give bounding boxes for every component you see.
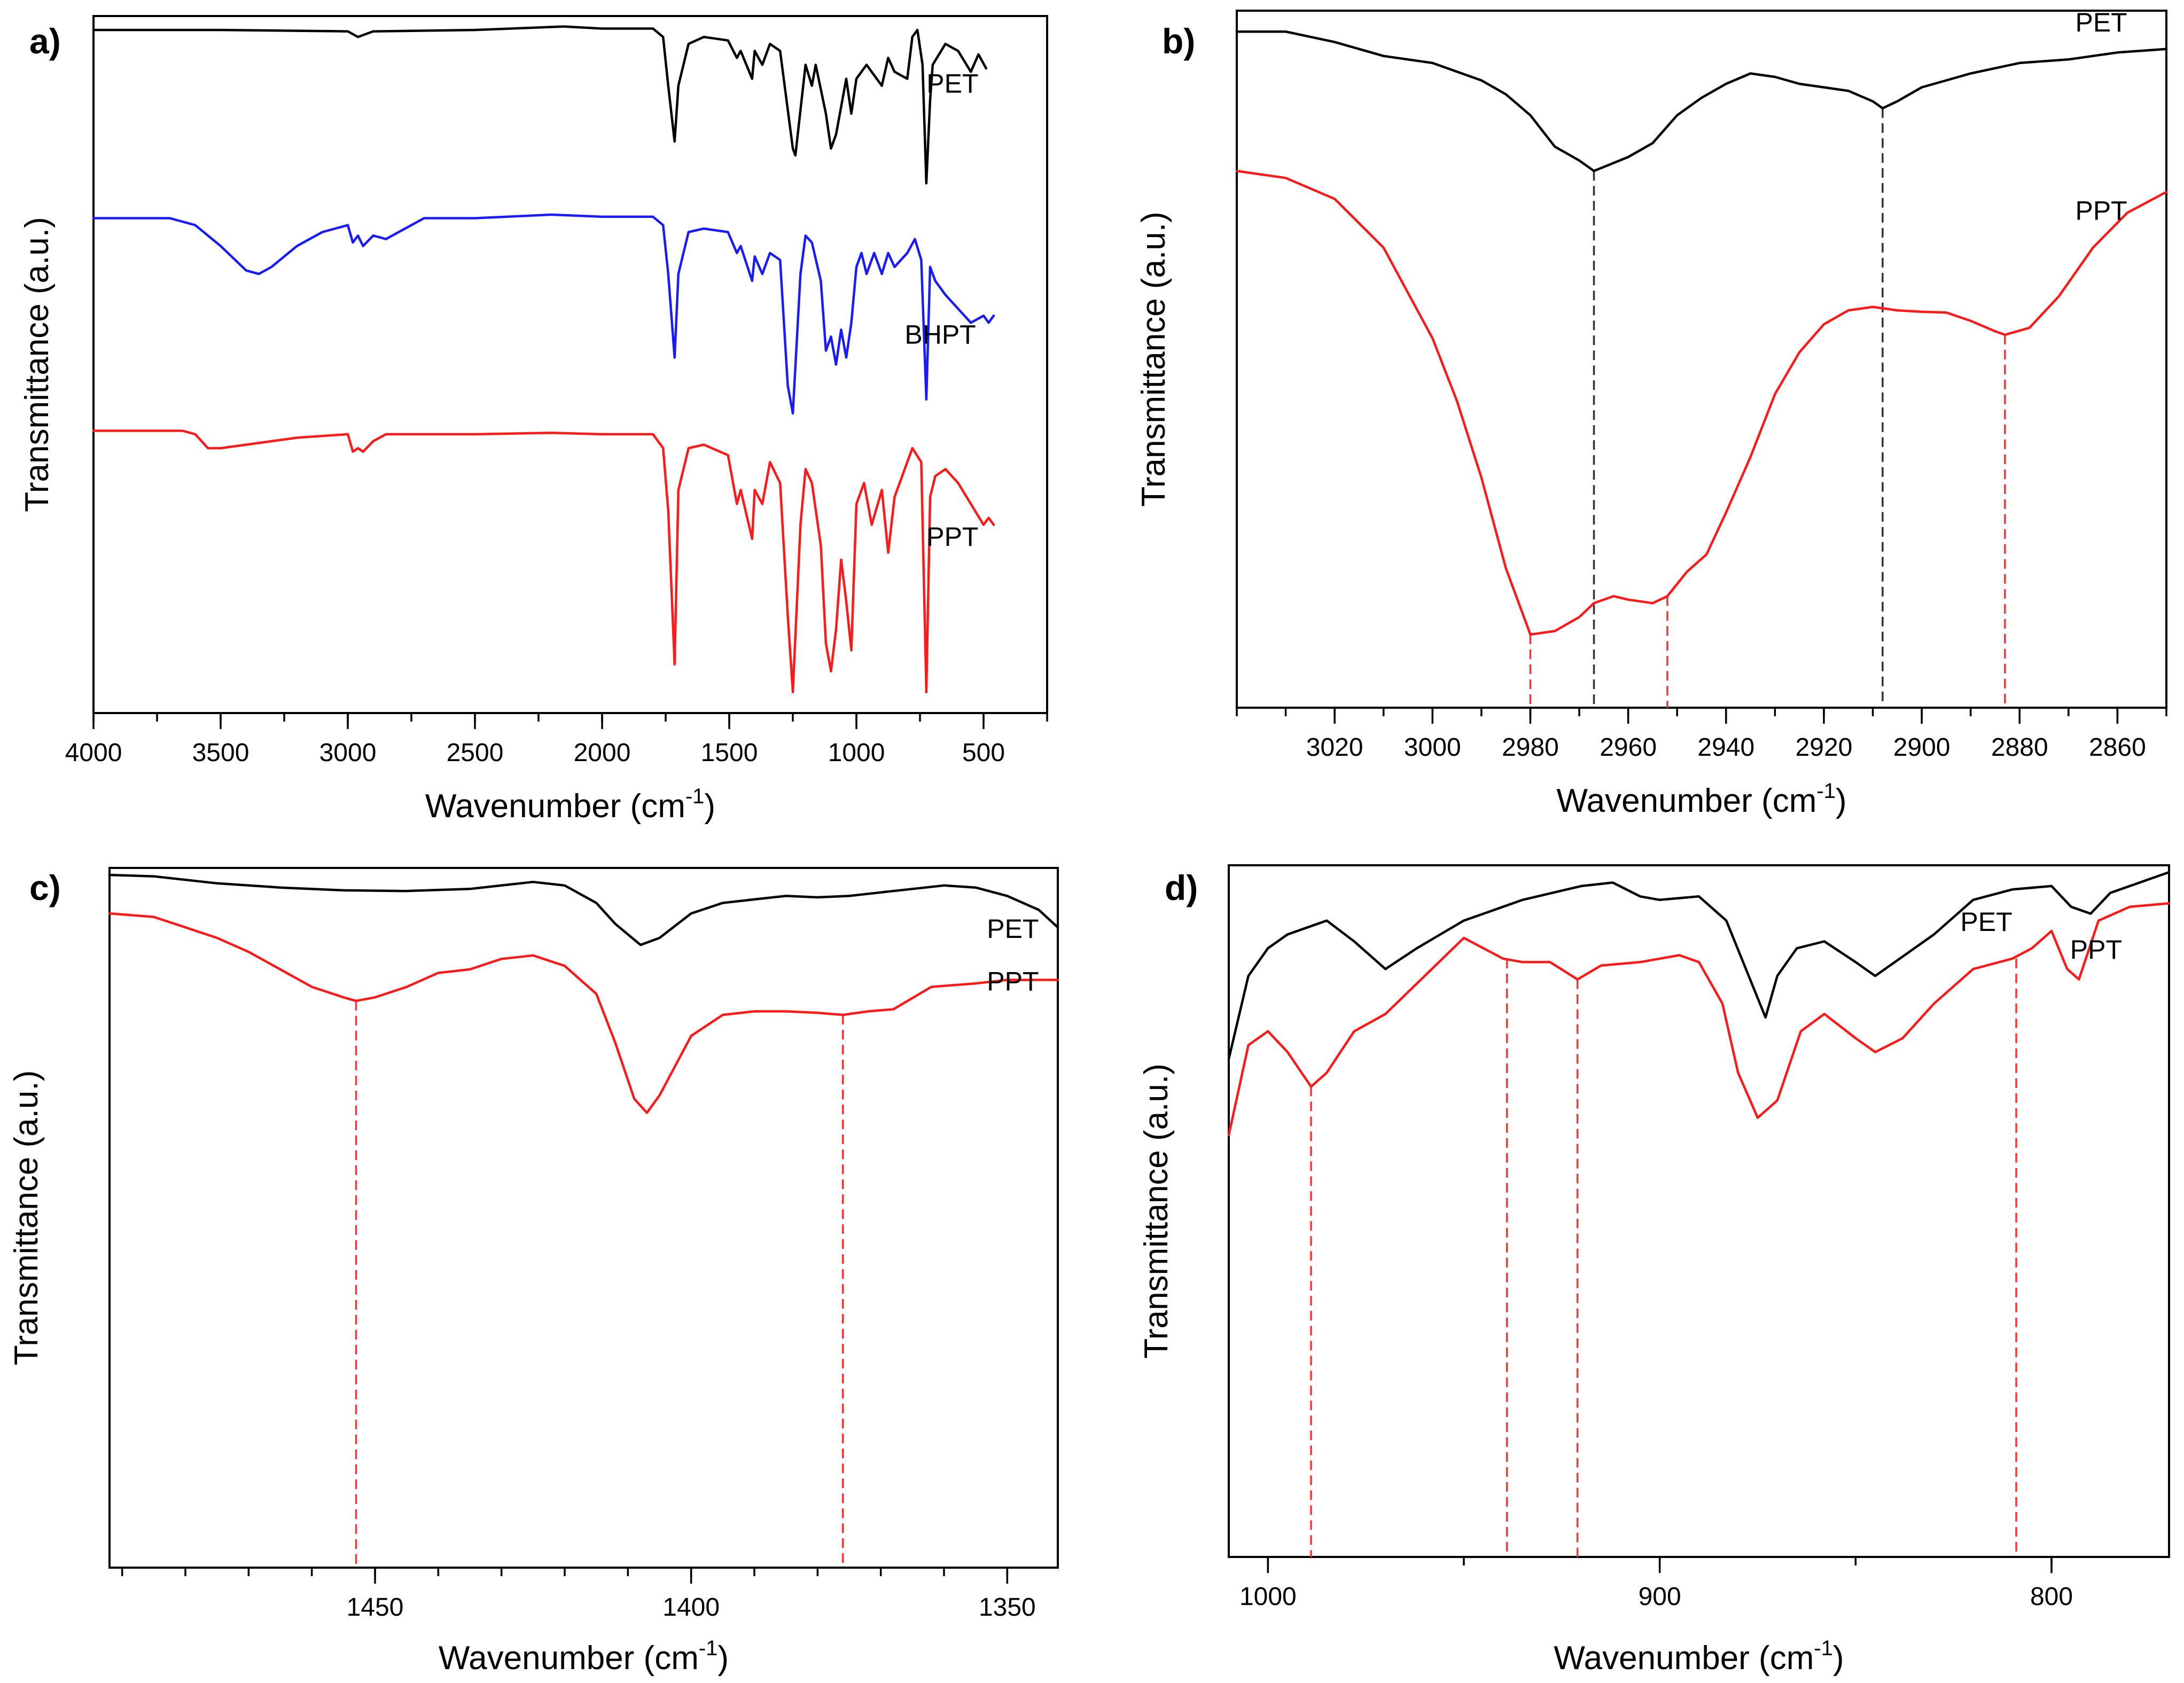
chart-panel-b: 3020 3000 2980 2960 2940 2920 2900 2880 2860 PET P…: [1135, 7, 2168, 819]
series-label-ppt: PPT: [987, 966, 1039, 996]
x-axis-title: Wavenumber (cm-1): [1556, 779, 1846, 819]
plot-frame: [1236, 10, 2167, 709]
x-tick-label: 800: [2030, 1583, 2073, 1611]
series-label-pet: PET: [1960, 907, 2012, 937]
x-axis-title-end: ): [1836, 782, 1847, 819]
series-bhpt-line: [92, 213, 995, 415]
panel-label: a): [29, 21, 61, 61]
x-tick-label: 2920: [1796, 733, 1853, 762]
series-ppt-line: [108, 912, 1059, 1114]
chart-panel-c: 1450 1400 1350 PET PPT c) Transmittance (a.u.)…: [8, 867, 1059, 1677]
plot-frame: [92, 15, 1048, 714]
series-pet-line: [1235, 30, 2168, 173]
y-axis-title: Transmittance (a.u.): [1138, 1063, 1175, 1358]
x-tick-label: 500: [962, 739, 1005, 767]
x-axis-title-end: ): [717, 1640, 729, 1677]
x-tick-label: 2940: [1697, 733, 1754, 762]
x-tick-label: 1400: [662, 1593, 720, 1622]
series-ppt-line: [92, 429, 995, 694]
series-label-pet: PET: [926, 69, 978, 99]
x-tick-label: 1000: [828, 739, 885, 767]
x-axis-title: Wavenumber (cm-1): [1554, 1637, 1844, 1677]
series-pet-line: [1227, 871, 2171, 1060]
x-axis-title-main: Wavenumber (cm: [1554, 1640, 1814, 1677]
x-tick-label: 3020: [1306, 733, 1363, 762]
panel-label: d): [1165, 868, 1198, 907]
x-tick-label: 2980: [1502, 733, 1559, 762]
series-label-pet: PET: [2075, 7, 2127, 37]
y-axis-title: Transmittance (a.u.): [1135, 212, 1172, 506]
plot-frame: [1228, 864, 2170, 1558]
x-axis-title-sup: -1: [685, 785, 705, 808]
series-pet-line: [108, 873, 1059, 946]
x-tick-label: 2860: [2089, 733, 2146, 762]
x-tick-label: 3000: [1404, 733, 1461, 762]
chart-panel-a: 4000 3500 3000 2500 2000 1500 1000 500 PET BHPT PP…: [19, 15, 1048, 825]
panel-label: c): [29, 868, 61, 907]
panel-label: b): [1162, 21, 1195, 61]
series-label-ppt: PPT: [926, 522, 978, 552]
x-axis-title: Wavenumber (cm-1): [425, 785, 715, 825]
x-axis-title-main: Wavenumber (cm: [1556, 782, 1816, 819]
x-axis-title: Wavenumber (cm-1): [439, 1637, 729, 1677]
x-axis-title-sup: -1: [1814, 1637, 1833, 1660]
x-tick-label: 1350: [979, 1593, 1036, 1622]
x-tick-label: 4000: [65, 739, 122, 767]
x-tick-label: 900: [1639, 1583, 1681, 1611]
y-axis-title: Transmittance (a.u.): [19, 217, 56, 512]
x-tick-label: 1500: [701, 739, 758, 767]
x-tick-label: 2900: [1893, 733, 1951, 762]
series-ppt-line: [1227, 902, 2171, 1137]
series-pet-line: [92, 25, 988, 185]
series-label-bhpt: BHPT: [904, 319, 976, 349]
series-label-ppt: PPT: [2075, 196, 2127, 226]
y-axis-title: Transmittance (a.u.): [8, 1070, 45, 1365]
series-ppt-line: [1235, 169, 2168, 636]
x-tick-label: 1000: [1239, 1583, 1297, 1611]
x-tick-label: 2500: [447, 739, 504, 767]
x-tick-label: 3000: [319, 739, 377, 767]
x-axis-title-main: Wavenumber (cm: [425, 788, 685, 825]
x-tick-label: 2880: [1991, 733, 2048, 762]
chart-panel-d: 1000 900 800 PET PPT d) Transmittance (a.u.) Wa…: [1138, 864, 2171, 1677]
x-axis-title-end: ): [1833, 1640, 1844, 1677]
plot-frame: [108, 867, 1059, 1569]
x-axis-title-sup: -1: [1816, 779, 1836, 803]
series-label-ppt: PPT: [2070, 935, 2122, 965]
x-axis-title-sup: -1: [699, 1637, 718, 1660]
x-tick-label: 3500: [192, 739, 249, 767]
x-tick-label: 2000: [574, 739, 631, 767]
x-axis-title-main: Wavenumber (cm: [439, 1640, 699, 1677]
x-axis-title-end: ): [704, 788, 715, 825]
x-tick-label: 1450: [347, 1593, 404, 1622]
series-label-pet: PET: [987, 914, 1039, 944]
x-tick-label: 2960: [1600, 733, 1657, 762]
